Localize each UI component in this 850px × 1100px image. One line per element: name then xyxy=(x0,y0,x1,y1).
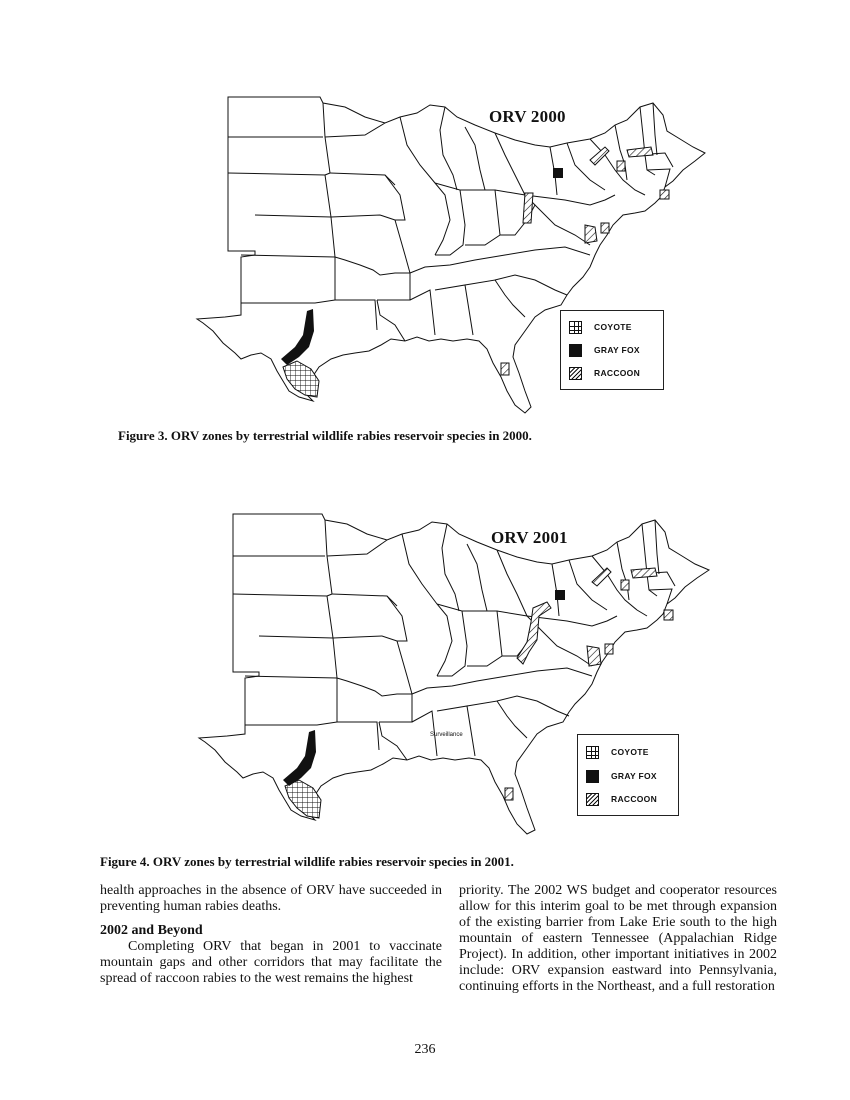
gray-fox-zone xyxy=(553,168,563,178)
legend-item-coyote: COYOTE xyxy=(586,744,649,760)
legend-item-raccoon: RACCOON xyxy=(569,365,640,381)
raccoon-zone xyxy=(591,567,612,587)
figure-4-map: ORV 2001 Surveillance COYOTE GRAY FOX RA… xyxy=(197,512,717,842)
legend-item-raccoon: RACCOON xyxy=(586,791,657,807)
gray-fox-swatch xyxy=(569,343,582,357)
figure-3-map: ORV 2000 COYOTE GRAY FOX RACCOON xyxy=(195,95,715,415)
paragraph: priority. The 2002 WS budget and coopera… xyxy=(459,883,777,994)
raccoon-zone xyxy=(589,146,610,166)
gray-fox-zone xyxy=(281,309,314,365)
page-number: 236 xyxy=(414,1042,436,1057)
raccoon-zone xyxy=(504,787,514,801)
coyote-zone xyxy=(284,779,322,819)
gray-fox-swatch xyxy=(586,769,599,783)
map-title: ORV 2001 xyxy=(491,528,568,547)
raccoon-swatch xyxy=(569,366,582,380)
left-column: health approaches in the absence of ORV … xyxy=(100,883,442,987)
legend: COYOTE GRAY FOX RACCOON xyxy=(577,734,679,816)
surveillance-label: Surveillance xyxy=(430,732,463,738)
raccoon-zone xyxy=(516,601,552,665)
raccoon-zone xyxy=(600,222,610,234)
paragraph: Completing ORV that began in 2001 to vac… xyxy=(100,939,442,986)
coyote-swatch xyxy=(586,745,599,759)
coyote-swatch xyxy=(569,320,582,334)
legend-item-gray-fox: GRAY FOX xyxy=(586,768,657,784)
legend: COYOTE GRAY FOX RACCOON xyxy=(560,310,664,390)
legend-item-gray-fox: GRAY FOX xyxy=(569,342,640,358)
raccoon-zone xyxy=(500,362,510,376)
raccoon-zone xyxy=(620,579,630,591)
raccoon-zone xyxy=(663,609,674,621)
coyote-zone xyxy=(282,360,320,398)
legend-item-coyote: COYOTE xyxy=(569,319,632,335)
gray-fox-zone xyxy=(283,730,316,786)
raccoon-zone xyxy=(630,567,658,579)
raccoon-zone xyxy=(659,189,670,200)
raccoon-zone xyxy=(586,645,602,667)
section-heading: 2002 and Beyond xyxy=(100,923,203,938)
raccoon-swatch xyxy=(586,792,599,806)
paragraph: health approaches in the absence of ORV … xyxy=(100,883,442,914)
figure-4-caption: Figure 4. ORV zones by terrestrial wildl… xyxy=(100,854,514,869)
map-title: ORV 2000 xyxy=(489,107,566,126)
gray-fox-zone xyxy=(555,590,565,600)
raccoon-zone xyxy=(604,643,614,655)
raccoon-zone xyxy=(616,160,626,172)
raccoon-zone xyxy=(522,192,534,224)
raccoon-zone xyxy=(584,224,598,244)
figure-3-caption: Figure 3. ORV zones by terrestrial wildl… xyxy=(118,428,532,443)
raccoon-zone xyxy=(626,146,654,158)
right-column: priority. The 2002 WS budget and coopera… xyxy=(459,883,777,995)
